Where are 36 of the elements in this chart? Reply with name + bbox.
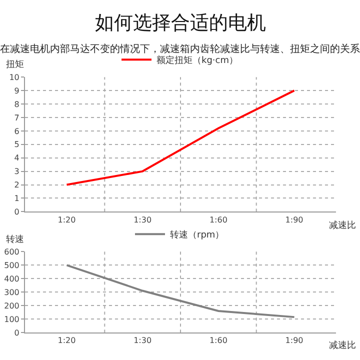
x-tick-label: 1:20 [58, 215, 76, 224]
y-tick-label: 100 [4, 314, 20, 324]
y-tick-label: 3 [14, 167, 20, 176]
y-tick-label: 5 [14, 140, 20, 150]
y-tick-label: 10 [9, 72, 20, 82]
y-tick-label: 500 [4, 260, 20, 270]
legend-label: 转速（rpm） [170, 230, 224, 241]
y-axis-title: 扭矩 [6, 59, 24, 70]
y-tick-label: 600 [4, 247, 20, 256]
x-tick-label: 1:60 [209, 336, 228, 346]
x-axis-title: 减速比 [329, 340, 356, 351]
x-tick-label: 1:20 [58, 336, 76, 346]
y-tick-label: 0 [14, 328, 20, 338]
y-tick-label: 0 [14, 207, 20, 216]
y-tick-label: 1 [14, 194, 20, 204]
y-tick-label: 200 [4, 301, 20, 310]
x-tick-label: 1:30 [134, 215, 152, 224]
y-tick-label: 300 [4, 288, 20, 297]
y-tick-label: 7 [14, 113, 20, 122]
line-series [66, 90, 296, 186]
chart-subtitle: 在减速电机内部马达不变的情况下，减速箱内齿轮减速比与转速、扭矩之间的关系 [0, 43, 360, 55]
line-series [66, 264, 296, 318]
x-tick-label: 1:60 [209, 215, 228, 224]
x-axis-title: 减速比 [329, 220, 356, 231]
y-tick-label: 8 [14, 100, 20, 109]
x-tick-label: 1:30 [134, 336, 152, 346]
y-tick-label: 400 [4, 274, 20, 284]
y-tick-label: 6 [14, 126, 20, 136]
y-tick-label: 4 [14, 154, 20, 163]
chart-title: 如何选择合适的电机 [95, 12, 266, 34]
y-tick-label: 9 [14, 86, 20, 96]
x-tick-label: 1:90 [285, 215, 304, 224]
legend-label: 额定扭矩（kg·cm） [156, 55, 238, 66]
y-axis-title: 转速 [6, 234, 24, 245]
x-tick-label: 1:90 [285, 336, 304, 346]
y-tick-label: 2 [14, 180, 20, 190]
